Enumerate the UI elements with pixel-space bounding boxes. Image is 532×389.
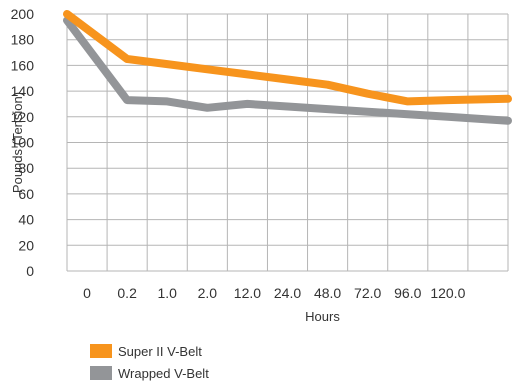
y-tick-label: 160 <box>11 57 35 73</box>
y-tick-label: 40 <box>18 212 34 228</box>
x-tick-label: 1.0 <box>157 285 177 301</box>
x-tick-label: 12.0 <box>234 285 261 301</box>
y-tick-label: 200 <box>11 6 35 22</box>
legend-item-super-ii: Super II V-Belt <box>90 340 209 362</box>
y-tick-labels: 0 20 40 60 80 100 120 140 160 180 200 <box>11 6 35 279</box>
legend-swatch-orange <box>90 344 112 358</box>
series-line-wrapped <box>63 16 512 125</box>
legend-swatch-gray <box>90 366 112 380</box>
x-tick-label: 120.0 <box>430 285 465 301</box>
y-tick-label: 80 <box>18 160 34 176</box>
x-tick-labels: 0 0.2 1.0 2.0 12.0 24.0 48.0 72.0 96.0 120.0 <box>83 285 465 301</box>
x-tick-label: 96.0 <box>394 285 421 301</box>
chart-legend: Super II V-Belt Wrapped V-Belt <box>90 340 209 384</box>
x-tick-label: 24.0 <box>274 285 301 301</box>
y-tick-label: 180 <box>11 32 35 48</box>
x-tick-label: 0 <box>83 285 91 301</box>
x-tick-label: 48.0 <box>314 285 341 301</box>
y-axis-label: Pounds (Tension) <box>10 92 25 193</box>
x-axis-label: Hours <box>305 309 340 324</box>
y-tick-label: 20 <box>18 237 34 253</box>
x-tick-label: 0.2 <box>117 285 137 301</box>
y-tick-label: 120 <box>11 109 35 125</box>
y-tick-label: 60 <box>18 186 34 202</box>
series-line-super-ii <box>63 10 512 106</box>
y-tick-label: 140 <box>11 83 35 99</box>
legend-label-super-ii: Super II V-Belt <box>118 343 202 359</box>
x-tick-label: 2.0 <box>198 285 218 301</box>
y-tick-label: 0 <box>26 263 34 279</box>
y-tick-label: 100 <box>11 135 35 151</box>
chart-grid <box>66 13 509 272</box>
legend-item-wrapped: Wrapped V-Belt <box>90 362 209 384</box>
series-lines <box>63 10 512 125</box>
legend-label-wrapped: Wrapped V-Belt <box>118 365 209 381</box>
x-tick-label: 72.0 <box>354 285 381 301</box>
